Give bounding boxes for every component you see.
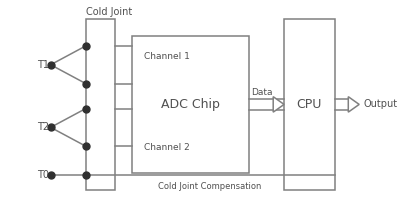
Polygon shape [273, 97, 284, 112]
Bar [284, 19, 335, 190]
Text: CPU: CPU [297, 98, 322, 111]
Text: Channel 1: Channel 1 [144, 52, 190, 61]
Text: T0: T0 [37, 170, 49, 180]
Polygon shape [348, 97, 359, 112]
Text: T1: T1 [37, 60, 49, 70]
Text: Cold Joint: Cold Joint [86, 7, 132, 17]
Text: Channel 2: Channel 2 [144, 143, 190, 153]
Text: Cold Joint Compensation: Cold Joint Compensation [158, 182, 262, 191]
Text: Output: Output [363, 99, 397, 109]
Bar [86, 19, 115, 190]
Text: Data: Data [251, 88, 272, 97]
Bar [132, 36, 249, 173]
Text: ADC Chip: ADC Chip [161, 98, 220, 111]
Text: T2: T2 [37, 122, 49, 132]
